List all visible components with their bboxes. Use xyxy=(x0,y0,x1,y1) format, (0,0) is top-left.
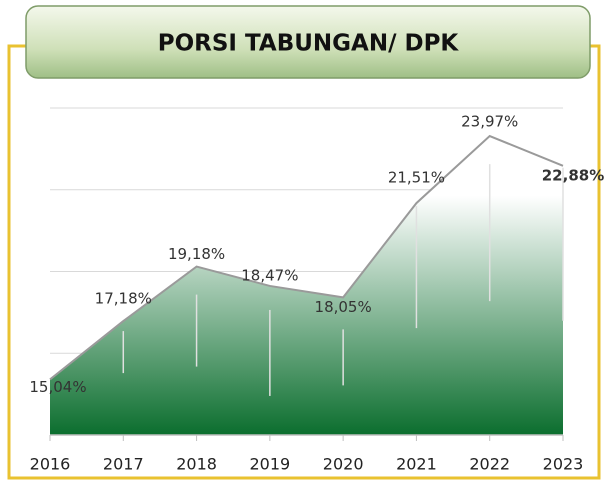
data-label: 22,88% xyxy=(542,166,604,184)
x-tick-label: 2016 xyxy=(30,455,71,474)
x-tick-label: 2021 xyxy=(396,455,437,474)
x-tick-label: 2022 xyxy=(469,455,510,474)
area xyxy=(50,136,563,435)
data-label: 15,04% xyxy=(29,378,86,396)
data-label: 23,97% xyxy=(461,113,518,131)
data-label: 17,18% xyxy=(95,290,152,308)
title-banner xyxy=(25,5,591,79)
data-label: 21,51% xyxy=(388,169,445,187)
x-tick-label: 2020 xyxy=(323,455,364,474)
chart-title: PORSI TABUNGAN/ DPK xyxy=(158,31,460,57)
x-tick-label: 2019 xyxy=(249,455,290,474)
x-tick-label: 2023 xyxy=(543,455,584,474)
x-tick-label: 2018 xyxy=(176,455,217,474)
data-label: 18,05% xyxy=(315,298,372,316)
x-tick-label: 2017 xyxy=(103,455,144,474)
data-label: 19,18% xyxy=(168,245,225,263)
data-label: 18,47% xyxy=(241,266,298,284)
line xyxy=(49,134,564,381)
